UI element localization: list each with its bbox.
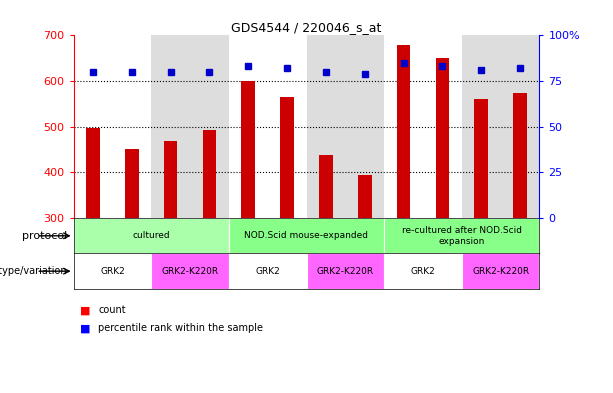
Bar [462, 35, 501, 218]
Text: NOD.Scid mouse-expanded: NOD.Scid mouse-expanded [245, 231, 368, 240]
Bar [190, 35, 229, 218]
Bar [474, 99, 488, 218]
Text: GRK2: GRK2 [100, 267, 125, 275]
Text: ■: ■ [80, 305, 90, 316]
Bar [203, 130, 216, 218]
Bar [74, 35, 112, 218]
Bar [229, 253, 306, 289]
Bar [306, 35, 345, 218]
Text: GRK2-K220R: GRK2-K220R [472, 267, 529, 275]
Bar [358, 175, 371, 218]
Bar [74, 218, 229, 253]
Bar [384, 35, 423, 218]
Text: count: count [98, 305, 126, 316]
Bar [384, 253, 462, 289]
Bar [462, 253, 539, 289]
Bar [397, 46, 410, 218]
Bar [345, 35, 384, 218]
Text: GRK2-K220R: GRK2-K220R [161, 267, 219, 275]
Bar [242, 81, 255, 218]
Text: percentile rank within the sample: percentile rank within the sample [98, 323, 263, 333]
Bar [151, 35, 190, 218]
Text: GRK2-K220R: GRK2-K220R [317, 267, 374, 275]
Bar [151, 253, 229, 289]
Bar [74, 253, 151, 289]
Bar [319, 155, 333, 218]
Bar [423, 35, 462, 218]
Bar [164, 141, 177, 218]
Bar [112, 35, 151, 218]
Bar [513, 93, 527, 218]
Text: cultured: cultured [132, 231, 170, 240]
Text: genotype/variation: genotype/variation [0, 266, 67, 276]
Bar [268, 35, 306, 218]
Bar [436, 58, 449, 218]
Text: ■: ■ [80, 323, 90, 333]
Text: re-cultured after NOD.Scid
expansion: re-cultured after NOD.Scid expansion [402, 226, 522, 246]
Bar [280, 97, 294, 218]
Bar [501, 35, 539, 218]
Title: GDS4544 / 220046_s_at: GDS4544 / 220046_s_at [231, 21, 382, 34]
Bar [125, 149, 139, 218]
Text: GRK2: GRK2 [411, 267, 435, 275]
Text: GRK2: GRK2 [255, 267, 280, 275]
Bar [229, 218, 384, 253]
Text: protocol: protocol [22, 231, 67, 241]
Bar [229, 35, 268, 218]
Bar [306, 253, 384, 289]
Bar [384, 218, 539, 253]
Bar [86, 128, 100, 218]
